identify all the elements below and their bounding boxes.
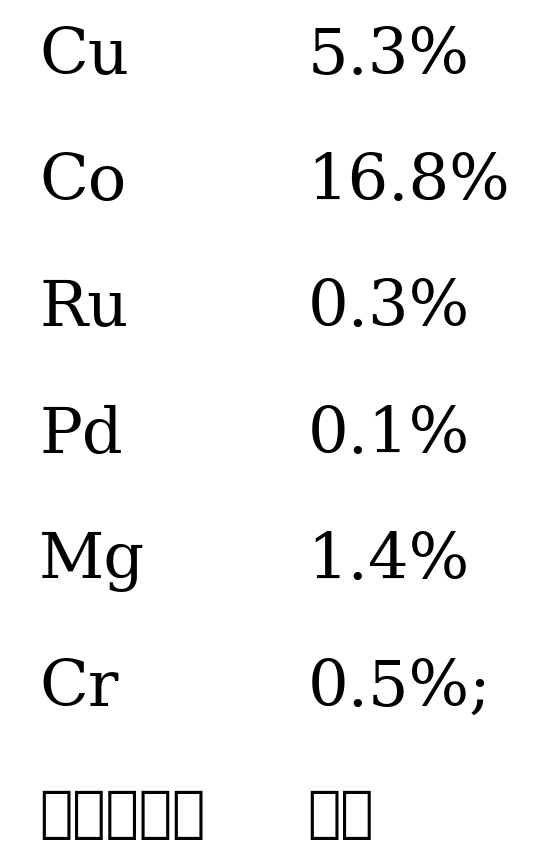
Text: 0.1%: 0.1% bbox=[307, 405, 470, 465]
Text: Cr: Cr bbox=[39, 657, 119, 718]
Text: 余量: 余量 bbox=[307, 786, 374, 841]
Text: 0.5%;: 0.5%; bbox=[307, 657, 491, 718]
Text: Co: Co bbox=[39, 152, 126, 213]
Text: 氧化铝载体: 氧化铝载体 bbox=[39, 786, 205, 841]
Text: Mg: Mg bbox=[39, 530, 145, 592]
Text: 5.3%: 5.3% bbox=[307, 26, 470, 86]
Text: 0.3%: 0.3% bbox=[307, 278, 470, 339]
Text: Cu: Cu bbox=[39, 26, 129, 86]
Text: 1.4%: 1.4% bbox=[307, 530, 470, 592]
Text: 16.8%: 16.8% bbox=[307, 152, 510, 213]
Text: Pd: Pd bbox=[39, 405, 123, 465]
Text: Ru: Ru bbox=[39, 278, 129, 339]
